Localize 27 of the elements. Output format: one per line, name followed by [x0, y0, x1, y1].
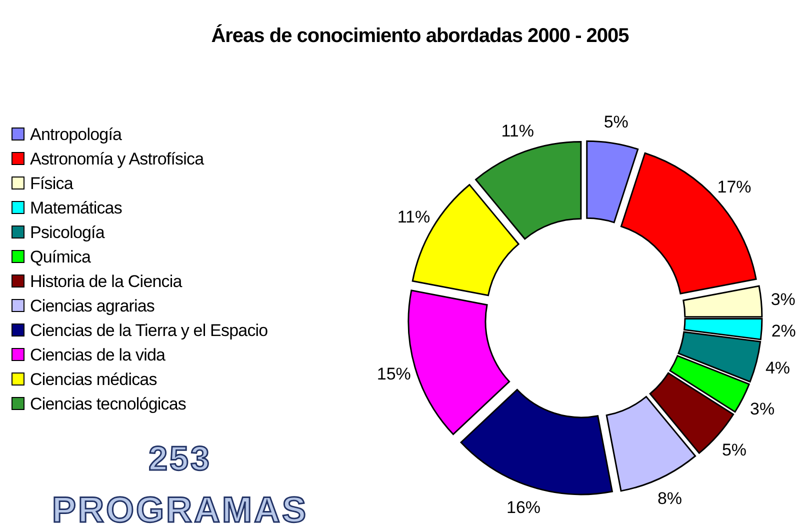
data-label: 11% — [501, 122, 534, 141]
data-label: 5% — [604, 112, 628, 132]
data-label: 4% — [765, 358, 790, 378]
legend-label: Historia de la Ciencia — [30, 272, 183, 291]
legend-label: Ciencias de la vida — [30, 345, 166, 364]
data-label: 2% — [771, 321, 796, 340]
data-label: 5% — [722, 440, 747, 460]
legend-label: Antropología — [30, 124, 123, 144]
legend-label: Matemáticas — [30, 198, 122, 218]
data-label: 3% — [750, 399, 775, 418]
legend-label: Ciencias médicas — [30, 370, 157, 389]
legend-label: Química — [30, 247, 92, 266]
legend-label: Ciencias agrarias — [30, 296, 155, 316]
legend-label: Astronomía y Astrofísica — [30, 149, 205, 168]
text: 253 — [148, 440, 212, 478]
data-label: 3% — [770, 290, 796, 310]
legend-label: Ciencias tecnológicas — [30, 394, 186, 414]
data-label: 8% — [657, 489, 682, 508]
legend-label: Ciencias de la Tierra y el Espacio — [30, 320, 268, 340]
data-label: 11% — [397, 208, 430, 227]
legend-label: Física — [30, 174, 74, 193]
data-label: 16% — [506, 498, 541, 518]
data-label: 15% — [376, 364, 411, 384]
data-label: 17% — [717, 177, 752, 196]
chart-title: Áreas de conocimiento abordadas 2000 - 2005 — [211, 24, 630, 47]
legend-label: Psicología — [30, 222, 106, 242]
text: PROGRAMAS — [52, 489, 308, 526]
